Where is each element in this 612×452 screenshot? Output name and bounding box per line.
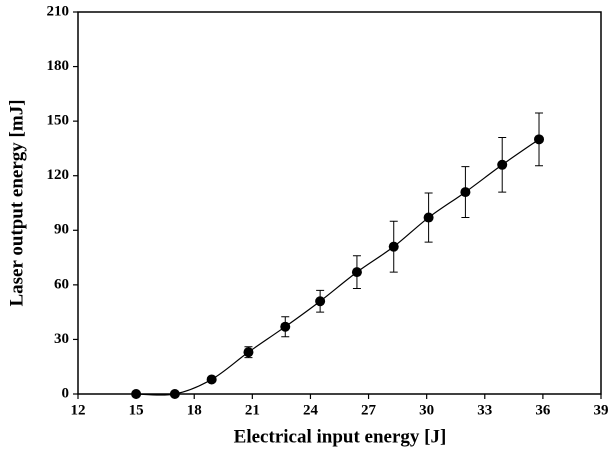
y-tick-label: 0: [62, 385, 70, 401]
x-tick-label: 27: [361, 402, 377, 418]
x-tick-label: 18: [187, 402, 202, 418]
data-point: [388, 241, 399, 252]
y-tick-label: 120: [47, 167, 70, 183]
y-tick-label: 30: [54, 331, 69, 347]
data-point: [497, 159, 508, 170]
data-point: [460, 187, 471, 198]
data-point: [351, 267, 362, 278]
x-tick-label: 24: [303, 402, 319, 418]
fit-line: [136, 138, 540, 396]
plot-frame: [77, 11, 602, 395]
x-axis-title: Electrical input energy [J]: [234, 426, 447, 447]
data-point: [315, 296, 326, 307]
data-point: [169, 389, 180, 399]
y-axis-title: Laser output energy [mJ]: [6, 99, 27, 306]
x-tick-label: 12: [71, 402, 86, 418]
data-point: [423, 212, 434, 223]
y-tick-label: 210: [47, 3, 70, 19]
y-tick-label: 150: [47, 113, 70, 129]
y-tick-label: 60: [54, 276, 69, 292]
data-point: [243, 347, 254, 358]
data-point: [131, 389, 142, 399]
x-tick-label: 21: [245, 402, 260, 418]
x-tick-label: 36: [535, 402, 551, 418]
y-tick-label: 180: [47, 58, 70, 74]
x-tick-label: 30: [419, 402, 434, 418]
x-tick-label: 33: [477, 402, 492, 418]
data-point: [534, 134, 545, 145]
x-tick-label: 39: [594, 402, 609, 418]
data-point: [280, 321, 291, 332]
data-point: [206, 374, 217, 385]
y-tick-label: 90: [54, 222, 69, 238]
x-tick-label: 15: [129, 402, 144, 418]
